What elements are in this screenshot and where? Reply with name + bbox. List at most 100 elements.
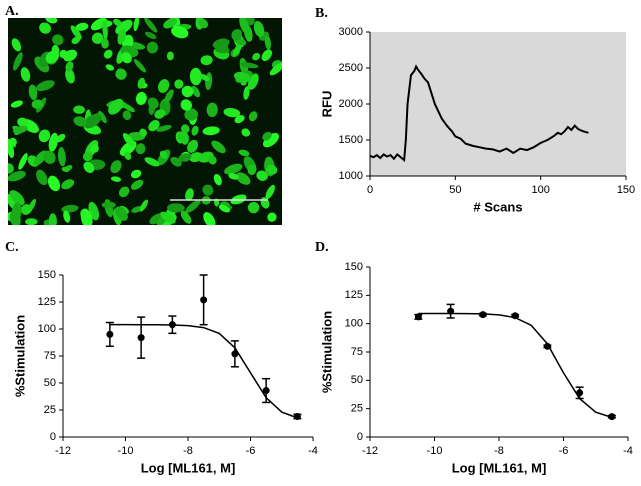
data-point (576, 389, 584, 397)
cell (191, 125, 199, 136)
cell (144, 157, 160, 167)
cell (256, 170, 268, 181)
cell (133, 59, 146, 73)
x-tick-label: 100 (531, 184, 549, 196)
x-tick-label: -4 (623, 445, 633, 457)
cell (266, 164, 278, 175)
cell (38, 129, 51, 143)
y-tick-label: 150 (345, 261, 363, 273)
cell (239, 18, 250, 35)
y-tick-label: 100 (345, 318, 363, 330)
cell (265, 184, 275, 200)
cell (61, 166, 70, 173)
cell (213, 173, 222, 186)
cell (148, 119, 160, 132)
x-tick-label: -8 (183, 445, 193, 457)
cell (8, 170, 26, 182)
cell (124, 151, 132, 160)
x-tick-label: -6 (559, 445, 569, 457)
cell (105, 64, 115, 71)
cell (203, 212, 216, 225)
cell (80, 209, 93, 225)
cell (57, 147, 66, 167)
cell (47, 175, 61, 192)
x-tick-label: -10 (427, 445, 443, 457)
cell (115, 68, 127, 80)
cell (206, 102, 218, 118)
y-tick-label: 25 (44, 404, 56, 416)
cell (267, 212, 277, 222)
cell (202, 184, 214, 196)
cell (131, 206, 143, 213)
cell (180, 210, 192, 224)
cell (228, 173, 239, 180)
y-tick-label: 75 (351, 346, 363, 358)
cell (133, 18, 140, 32)
cell (110, 160, 122, 174)
cell (189, 67, 202, 86)
cell (156, 124, 172, 132)
data-point (168, 321, 176, 329)
cell (45, 50, 60, 64)
cell (208, 155, 217, 165)
cell (235, 172, 251, 185)
data-point (414, 313, 422, 321)
x-axis-label: Log [ML161, M] (141, 460, 236, 475)
cell (39, 22, 51, 34)
cell (13, 52, 23, 71)
cell (65, 61, 74, 72)
cell (13, 125, 28, 134)
cell (158, 79, 170, 93)
cell (43, 150, 56, 164)
panel-label: A. (5, 4, 19, 19)
cell (180, 132, 189, 145)
y-tick-label: 125 (345, 289, 363, 301)
cell (28, 84, 38, 101)
y-tick-label: 150 (38, 269, 56, 281)
x-tick-label: 150 (617, 184, 635, 196)
cell (75, 22, 89, 31)
cell (25, 218, 38, 225)
cell (243, 86, 250, 100)
y-tick-label: 3000 (339, 26, 363, 38)
cell (101, 201, 116, 209)
cell (191, 85, 201, 98)
cell (139, 199, 149, 212)
cell (144, 18, 158, 33)
x-axis-label: Log [ML161, M] (452, 460, 547, 475)
cell (154, 109, 166, 119)
y-tick-label: 0 (357, 431, 363, 443)
cell (122, 103, 135, 113)
cell (247, 164, 257, 176)
panel-label: D. (315, 240, 329, 255)
cell (181, 85, 194, 98)
cell (181, 124, 190, 134)
cell (61, 179, 75, 190)
cell (261, 49, 273, 62)
cell (149, 213, 165, 225)
y-tick-label: 50 (351, 374, 363, 386)
y-axis-label: %Stimulation (12, 315, 27, 397)
cell (83, 161, 95, 173)
cell (48, 213, 57, 225)
cell (137, 77, 146, 89)
cell (199, 73, 210, 82)
cell (45, 18, 58, 24)
cell (20, 67, 31, 82)
y-axis-label: RFU (319, 91, 334, 118)
cell (166, 51, 174, 61)
x-tick-label: 0 (367, 184, 373, 196)
cell (144, 31, 157, 39)
cell (233, 71, 252, 83)
cell (17, 117, 29, 128)
y-axis-label: %Stimulation (319, 311, 334, 393)
cell (71, 36, 81, 45)
y-tick-label: 75 (44, 350, 56, 362)
cell (167, 203, 185, 213)
cell (238, 149, 250, 157)
data-point (293, 412, 301, 420)
cell (21, 204, 32, 215)
cell (174, 79, 184, 89)
cell (11, 38, 22, 52)
cell (231, 29, 243, 41)
